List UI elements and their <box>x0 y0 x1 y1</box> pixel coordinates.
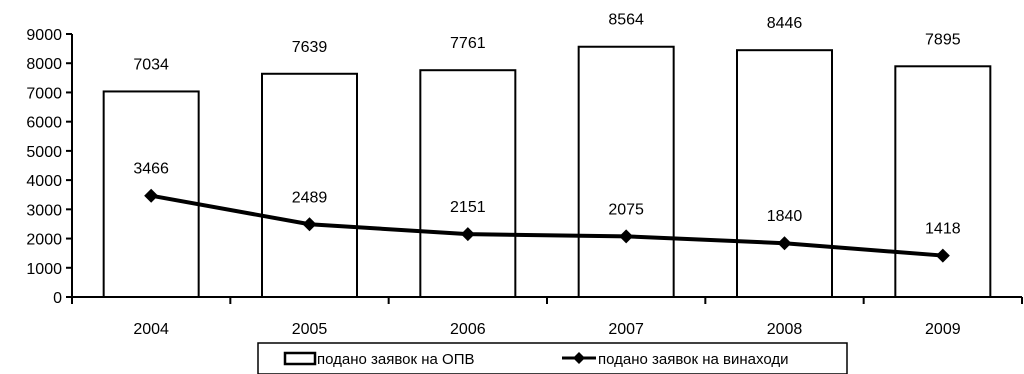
line-data-labels: 3466 2489 2151 2075 1840 1418 <box>133 161 960 238</box>
bar-series <box>102 45 992 299</box>
y-tick-label: 2000 <box>26 232 62 249</box>
y-tick-label: 3000 <box>26 202 62 219</box>
line-data-label: 2151 <box>450 199 486 216</box>
y-tick-label: 6000 <box>26 115 62 132</box>
bar <box>736 49 833 298</box>
line-data-label: 2075 <box>608 201 644 218</box>
legend: подано заявок на ОПВ подано заявок на ви… <box>257 342 848 374</box>
x-tick-label: 2004 <box>133 321 169 338</box>
line-marker <box>302 217 317 232</box>
bar-data-label: 8564 <box>608 12 644 29</box>
y-tick-label: 0 <box>53 290 62 307</box>
y-tick-label: 7000 <box>26 85 62 102</box>
y-tick-label: 9000 <box>26 27 62 44</box>
y-tick-label: 1000 <box>26 261 62 278</box>
line-marker <box>460 227 475 242</box>
y-tick-label: 4000 <box>26 173 62 190</box>
bar-data-label: 7895 <box>925 31 961 48</box>
x-tick-label: 2007 <box>608 321 644 338</box>
line-series <box>144 188 950 263</box>
y-tick-label: 8000 <box>26 56 62 73</box>
x-axis: 2004 2005 2006 2007 2008 2009 <box>71 296 1023 338</box>
legend-line-label: подано заявок на винаходи <box>598 351 788 368</box>
legend-bar-swatch <box>283 351 317 366</box>
line-data-label: 1840 <box>767 208 803 225</box>
bar-data-label: 7034 <box>133 56 169 73</box>
bar <box>577 45 675 298</box>
legend-line-marker <box>573 352 585 364</box>
legend-bar-label: подано заявок на ОПВ <box>317 351 475 368</box>
line-marker <box>777 236 792 251</box>
y-tick-label: 5000 <box>26 144 62 161</box>
bar-data-label: 8446 <box>767 15 803 32</box>
line-data-label: 3466 <box>133 161 169 178</box>
bar <box>261 72 358 299</box>
line-data-label: 2489 <box>292 189 328 206</box>
line-marker <box>935 248 950 263</box>
legend-box <box>257 342 848 374</box>
x-tick-label: 2005 <box>292 321 328 338</box>
bar <box>419 69 517 299</box>
bar-data-labels: 7034 7639 7761 8564 8446 7895 <box>133 12 960 74</box>
x-tick-label: 2009 <box>925 321 961 338</box>
bar-data-label: 7761 <box>450 35 486 52</box>
x-tick-label: 2008 <box>767 321 803 338</box>
bar-data-label: 7639 <box>292 39 328 56</box>
line-marker <box>619 229 634 244</box>
line-data-label: 1418 <box>925 221 961 238</box>
line-marker <box>144 188 159 203</box>
y-axis: 0 1000 2000 3000 4000 5000 6000 7000 8000 9000 <box>26 27 73 307</box>
series-line <box>150 193 943 258</box>
x-tick-label: 2006 <box>450 321 486 338</box>
